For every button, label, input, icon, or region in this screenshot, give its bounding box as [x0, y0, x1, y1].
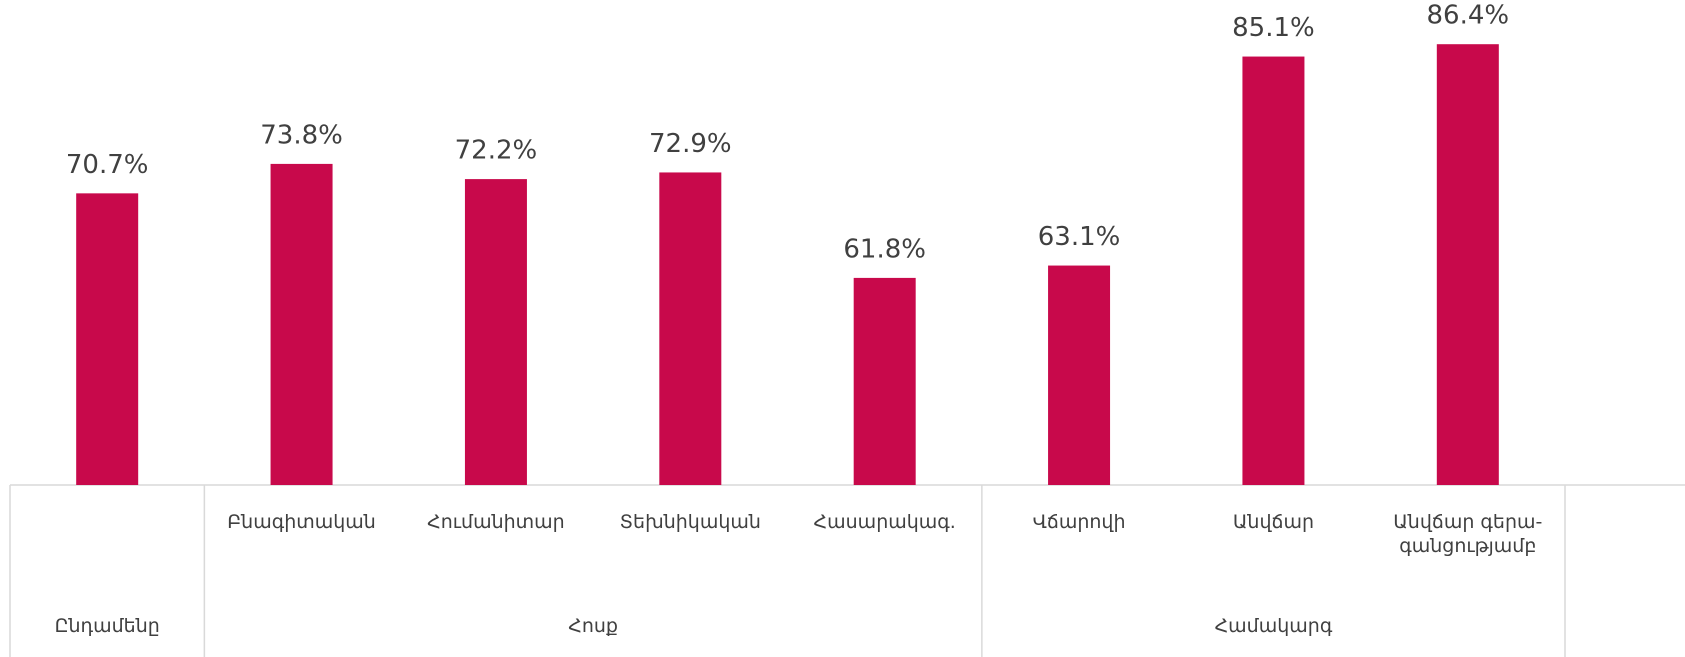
value-label: 86.4% — [1427, 1, 1510, 31]
bar — [1242, 56, 1305, 486]
value-label: 72.2% — [455, 136, 538, 166]
group-label: Համակարգ — [1214, 615, 1333, 637]
bar — [270, 163, 333, 485]
bar — [1048, 265, 1111, 485]
x-tick-label: Տեխնիկական — [619, 511, 761, 533]
bar — [464, 179, 527, 485]
group-label: Հոսք — [568, 615, 619, 637]
value-label: 72.9% — [649, 129, 732, 159]
bar — [76, 193, 139, 485]
x-tick-label: Բնագիտական — [227, 511, 376, 533]
x-tick-label: Անվճար գերա-գանցությամբ — [1393, 511, 1543, 557]
x-tick-label: Անվճար — [1232, 511, 1314, 533]
x-tick-label: Վճարովի — [1032, 511, 1126, 533]
value-label: 61.8% — [843, 234, 926, 264]
bar — [853, 277, 916, 485]
value-label: 85.1% — [1232, 13, 1315, 43]
group-label: Ընդամենը — [54, 615, 160, 637]
value-label: 63.1% — [1038, 222, 1121, 252]
bar — [1436, 44, 1499, 485]
value-label: 73.8% — [260, 120, 343, 150]
x-tick-label: Հասարակագ. — [813, 511, 956, 533]
value-label: 70.7% — [66, 150, 149, 180]
bar — [659, 172, 722, 485]
x-tick-label: Հումանիտար — [427, 511, 565, 533]
